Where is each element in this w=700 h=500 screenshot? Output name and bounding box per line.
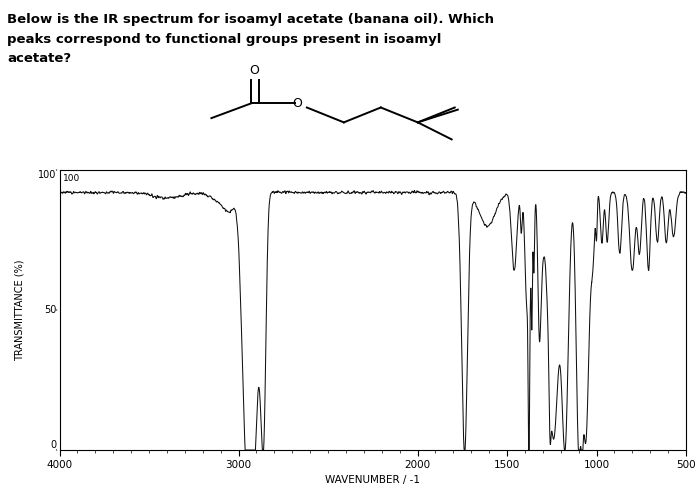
Y-axis label: TRANSMITTANCE (%): TRANSMITTANCE (%) bbox=[15, 259, 24, 361]
Text: 100: 100 bbox=[38, 170, 57, 180]
Text: 100: 100 bbox=[62, 174, 80, 183]
Text: O: O bbox=[249, 64, 259, 76]
Text: Below is the IR spectrum for isoamyl acetate (banana oil). Which: Below is the IR spectrum for isoamyl ace… bbox=[7, 12, 494, 26]
Text: O: O bbox=[293, 97, 302, 110]
Text: 0: 0 bbox=[50, 440, 57, 450]
Text: acetate?: acetate? bbox=[7, 52, 71, 66]
X-axis label: WAVENUMBER / -1: WAVENUMBER / -1 bbox=[326, 474, 420, 484]
Text: 50: 50 bbox=[44, 305, 57, 315]
Text: peaks correspond to functional groups present in isoamyl: peaks correspond to functional groups pr… bbox=[7, 32, 442, 46]
